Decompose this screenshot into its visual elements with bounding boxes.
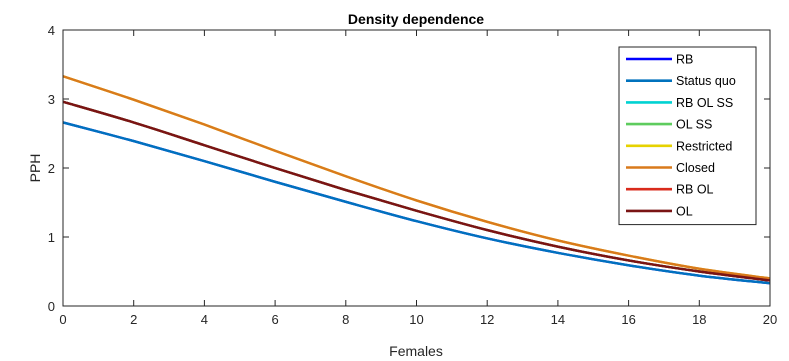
x-tick-label: 2	[130, 312, 137, 327]
legend-label-closed: Closed	[676, 161, 715, 175]
y-tick-label: 2	[48, 161, 55, 176]
legend-box	[618, 46, 757, 226]
x-tick-label: 14	[551, 312, 565, 327]
x-tick-label: 20	[763, 312, 777, 327]
legend-label-restricted: Restricted	[676, 139, 732, 153]
series-line-status-quo	[62, 121, 771, 285]
x-tick-label: 0	[59, 312, 66, 327]
legend: RB Status quo RB OL SS OL SS Restricted Close…	[618, 46, 757, 226]
legend-label-rb-ol-ss: RB OL SS	[676, 96, 733, 110]
x-tick-label: 6	[271, 312, 278, 327]
legend-label-status-quo: Status quo	[676, 74, 736, 88]
x-tick-label: 18	[692, 312, 706, 327]
x-tick-label: 4	[201, 312, 208, 327]
y-axis-label: PPH	[27, 154, 43, 183]
series-line-ol	[62, 100, 771, 282]
x-tick-label: 12	[480, 312, 494, 327]
chart-title: Density dependence	[348, 11, 484, 27]
y-tick-label: 3	[48, 92, 55, 107]
y-tick-label: 4	[48, 23, 55, 38]
legend-label-ol: OL	[676, 204, 693, 218]
x-axis-label: Females	[389, 343, 443, 359]
legend-label-rb-ol: RB OL	[676, 183, 714, 197]
x-tick-label: 10	[409, 312, 423, 327]
y-tick-label: 0	[48, 299, 55, 314]
series-line-closed	[62, 75, 771, 280]
x-tick-label: 16	[621, 312, 635, 327]
legend-label-ol-ss: OL SS	[676, 118, 712, 132]
y-tick-label: 1	[48, 230, 55, 245]
legend-label-rb: RB	[676, 53, 693, 67]
x-tick-label: 8	[342, 312, 349, 327]
